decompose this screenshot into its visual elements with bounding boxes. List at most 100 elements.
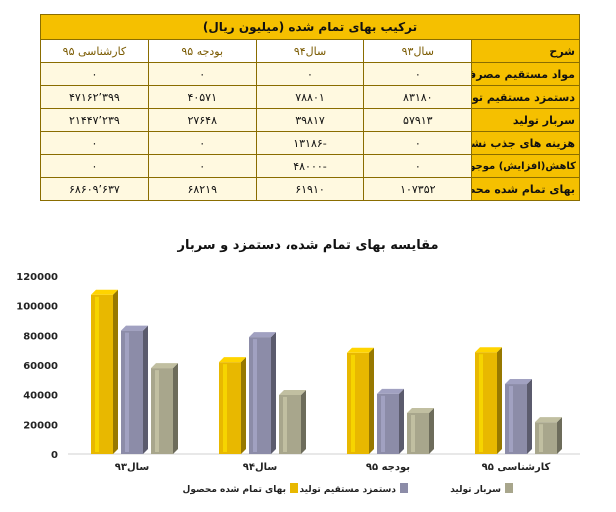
table-cell: ۶۸۲۱۹ [147, 177, 257, 201]
bar-top [91, 289, 118, 295]
bar-top [151, 363, 178, 369]
table-row: هزینه های جذب نشده تولید ۰ -۱۳۱۸۶ ۰ ۰ [40, 131, 580, 155]
bar-highlight [509, 386, 513, 452]
y-tick-label: 80000 [23, 331, 58, 342]
bar-side [429, 407, 434, 454]
table-cell: -۴۸۰۰۰ [255, 154, 365, 178]
bar [377, 393, 399, 454]
table-row: مواد مستقیم مصرفی ۰ ۰ ۰ ۰ [40, 62, 580, 86]
bar-highlight [411, 414, 415, 452]
table-cell: ۰ [363, 62, 473, 86]
y-tick-label: 20000 [23, 420, 58, 431]
bar [249, 337, 271, 454]
table-title: ترکیب بهای تمام شده (میلیون ریال) [40, 14, 580, 40]
cost-table: ترکیب بهای تمام شده (میلیون ریال) شرح سا… [40, 14, 580, 201]
legend-swatch [290, 483, 298, 493]
bar-side [173, 363, 178, 454]
bar-side [113, 289, 118, 454]
bar [219, 362, 241, 454]
bar-side [527, 379, 532, 454]
bar-top [505, 379, 532, 385]
table-row: کاهش(افزایش) موجودی کالای در جریان ساخت … [40, 154, 580, 178]
legend-swatch [400, 483, 408, 493]
row-label: مواد مستقیم مصرفی [471, 62, 580, 86]
x-tick-label: سال۹۳ [115, 462, 150, 473]
bar-highlight [125, 332, 129, 452]
legend-swatch [505, 483, 513, 493]
bar-top [347, 347, 374, 353]
header-cell: شرح [471, 39, 580, 63]
table-cell: ۰ [147, 154, 257, 178]
header-cell: سال۹۴ [255, 39, 365, 63]
bar [91, 294, 113, 454]
bar [505, 384, 527, 454]
bar [535, 422, 557, 454]
table-cell: ۰ [363, 154, 473, 178]
bar-side [301, 389, 306, 454]
table-cell: ۲۷۶۴۸ [147, 108, 257, 132]
y-tick-label: 100000 [16, 302, 58, 313]
table-cell: ۰ [40, 154, 149, 178]
chart-title: مقایسه بهای تمام شده، دستمزد و سربار [177, 238, 439, 253]
y-tick-label: 120000 [16, 272, 58, 283]
bar-side [557, 417, 562, 454]
row-label: بهای تمام شده محصول [471, 177, 580, 201]
bar [279, 394, 301, 454]
bar [151, 368, 173, 454]
table-cell: -۱۳۱۸۶ [255, 131, 365, 155]
table-cell: ۴۷۱۶۲٬۳۹۹ [40, 85, 149, 109]
bar-highlight [539, 424, 543, 452]
bar-side [497, 347, 502, 454]
table-cell: ۵۷۹۱۳ [363, 108, 473, 132]
legend-label: دستمزد مستقیم تولید [299, 485, 396, 495]
bar [347, 352, 369, 454]
table-cell: ۰ [40, 131, 149, 155]
table-cell: ۰ [147, 131, 257, 155]
x-tick-label: بودجه ۹۵ [366, 462, 410, 473]
bar-side [143, 325, 148, 454]
y-tick-label: 0 [51, 450, 58, 461]
bar-top [407, 407, 434, 413]
bar-highlight [253, 339, 257, 452]
bar-highlight [381, 395, 385, 452]
bar-side [369, 347, 374, 454]
bar-highlight [479, 354, 483, 452]
bar-side [399, 388, 404, 454]
table-cell: ۰ [255, 62, 365, 86]
table-cell: ۱۰۷۳۵۲ [363, 177, 473, 201]
table-header-row: شرح سال۹۳ سال۹۴ بودجه ۹۵ کارشناسی ۹۵ [40, 39, 580, 63]
row-label: هزینه های جذب نشده تولید [471, 131, 580, 155]
table-cell: ۶۸۶۰۹٬۶۳۷ [40, 177, 149, 201]
header-cell: بودجه ۹۵ [147, 39, 257, 63]
cost-table-container: ترکیب بهای تمام شده (میلیون ریال) شرح سا… [40, 14, 580, 201]
bar-highlight [283, 396, 287, 452]
legend-label: بهای تمام شده محصول [183, 485, 286, 495]
table-cell: ۷۸۸۰۱ [255, 85, 365, 109]
bar-top [377, 388, 404, 394]
bar-highlight [351, 354, 355, 452]
bar-top [475, 347, 502, 353]
bar-top [535, 417, 562, 423]
table-row: دستمزد مستقیم تولید ۸۳۱۸۰ ۷۸۸۰۱ ۴۰۵۷۱ ۴۷… [40, 85, 580, 109]
bar-side [271, 332, 276, 454]
bar-highlight [155, 370, 159, 452]
bar [407, 412, 429, 454]
x-tick-label: سال۹۴ [243, 462, 278, 473]
bar-top [279, 389, 306, 395]
x-tick-label: کارشناسی ۹۵ [482, 462, 551, 473]
header-cell: کارشناسی ۹۵ [40, 39, 149, 63]
bar-side [241, 357, 246, 454]
bar-top [219, 357, 246, 363]
bar-highlight [95, 296, 99, 452]
table-row: بهای تمام شده محصول ۱۰۷۳۵۲ ۶۱۹۱۰ ۶۸۲۱۹ ۶… [40, 177, 580, 201]
bar-top [121, 325, 148, 331]
table-cell: ۶۱۹۱۰ [255, 177, 365, 201]
table-cell: ۴۰۵۷۱ [147, 85, 257, 109]
legend-label: سربار تولید [450, 485, 501, 495]
bar [475, 352, 497, 454]
y-tick-label: 60000 [23, 361, 58, 372]
bar-top [249, 332, 276, 338]
table-cell: ۰ [147, 62, 257, 86]
bar [121, 330, 143, 454]
